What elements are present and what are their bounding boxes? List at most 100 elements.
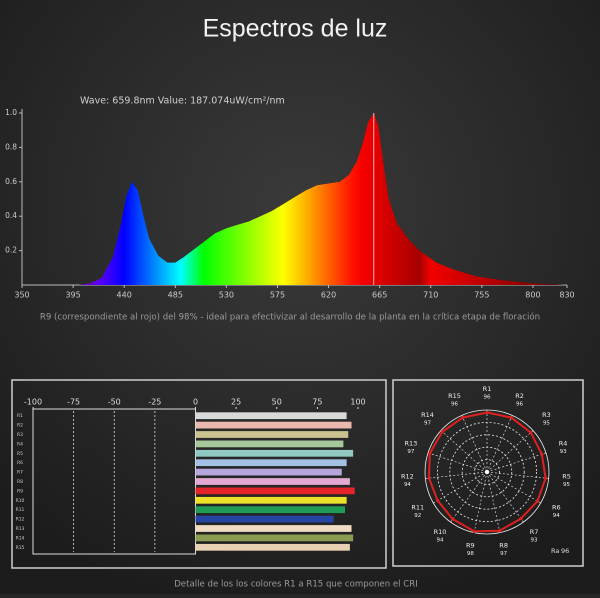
page-title: Espectros de luz	[203, 15, 388, 43]
cri-point	[543, 476, 548, 480]
row-label: R6	[17, 460, 23, 466]
center-dot	[484, 469, 490, 475]
x-tick-label: 395	[65, 291, 80, 300]
axis-value: 94	[404, 482, 411, 488]
axis-name: R14	[421, 411, 434, 419]
row-label: R12	[16, 517, 25, 523]
y-tick-label: 0.8	[5, 142, 17, 151]
axis-name: R15	[448, 392, 461, 400]
row-label: R10	[16, 498, 25, 504]
axis-value: 97	[407, 449, 414, 455]
axis-value: 95	[563, 482, 570, 488]
x-tick-label: -75	[67, 398, 80, 407]
row-label: R11	[16, 507, 25, 513]
axis-name: R1	[483, 385, 492, 393]
x-tick-label: 710	[423, 291, 438, 300]
x-tick-label: 830	[559, 291, 574, 300]
bar	[195, 543, 350, 551]
cri-polar-panel	[392, 379, 584, 567]
x-tick-label: 530	[219, 291, 234, 300]
x-tick-label: 440	[117, 291, 132, 300]
x-tick-label: 620	[321, 291, 336, 300]
ra-name: Ra	[551, 547, 559, 555]
axis-name: R2	[515, 392, 524, 400]
bar	[195, 534, 354, 542]
x-tick-label: 25	[231, 398, 241, 407]
axis-name: R12	[401, 472, 414, 480]
row-label: R9	[17, 488, 23, 494]
cri-point	[519, 517, 523, 521]
ring	[449, 434, 525, 510]
y-tick-label: 1.0	[5, 108, 17, 117]
caption: Detalle de los los colores R1 a R15 que …	[174, 580, 418, 590]
row-label: R4	[17, 441, 23, 447]
x-tick-label: -25	[148, 398, 161, 407]
cri-point	[436, 498, 440, 503]
ring	[474, 459, 500, 485]
bar	[195, 459, 347, 467]
bar	[195, 487, 355, 495]
cri-point	[535, 499, 540, 503]
spectrum-area	[78, 113, 567, 285]
x-tick-label: -100	[24, 398, 42, 407]
x-tick-label: 350	[14, 291, 29, 300]
x-tick-label: 665	[372, 291, 387, 300]
bar	[195, 515, 334, 523]
bar	[195, 431, 349, 438]
row-label: R3	[17, 432, 23, 438]
row-label: R5	[17, 451, 23, 457]
axis-name: R8	[499, 541, 508, 549]
axis-value: 96	[451, 401, 458, 407]
axis-name: R10	[434, 528, 447, 536]
axis-name: R6	[552, 504, 561, 512]
axis-value: 92	[414, 513, 421, 519]
row-label: R15	[16, 545, 25, 551]
bar	[195, 449, 354, 457]
axis-name: R9	[466, 541, 475, 549]
ra-value: 96	[561, 547, 569, 555]
axis-name: R4	[559, 440, 568, 448]
cri-point	[529, 430, 533, 435]
y-tick-label: 0.6	[5, 177, 17, 186]
cri-point	[461, 416, 465, 420]
cri-point	[440, 430, 444, 434]
bar	[195, 506, 345, 514]
x-tick-label: 75	[312, 398, 322, 407]
axis-name: R3	[542, 411, 551, 419]
row-label: R14	[16, 535, 25, 541]
row-label: R1	[17, 413, 23, 419]
cri-point	[427, 476, 431, 480]
cri-point	[451, 517, 455, 521]
bar	[195, 478, 350, 485]
row-label: R7	[17, 470, 23, 476]
axis-value: 93	[531, 537, 538, 543]
cri-point	[472, 529, 476, 534]
x-tick-label: 485	[168, 291, 183, 300]
cri-line	[427, 411, 547, 533]
axis-value: 97	[500, 551, 507, 557]
axis-value: 97	[424, 421, 431, 427]
cri-point	[540, 452, 544, 456]
x-tick-label: 755	[474, 291, 489, 300]
bar	[195, 421, 352, 429]
caption: R9 (correspondiente al rojo) del 98% - i…	[40, 312, 540, 323]
cri-point	[485, 410, 489, 415]
row-label: R8	[17, 479, 23, 485]
x-tick-label: 575	[270, 291, 285, 300]
cri-point	[497, 529, 502, 533]
bar	[195, 525, 352, 532]
y-tick-label: 0.2	[5, 246, 17, 255]
annotation: Wave: 659.8nm Value: 187.074uW/cm²/nm	[80, 96, 285, 107]
bar	[195, 468, 342, 476]
x-tick-label: 800	[525, 291, 540, 300]
x-tick-label: 100	[350, 398, 365, 407]
y-tick-label: 0.4	[5, 211, 17, 220]
cri-point	[509, 416, 513, 420]
axis-name: R5	[562, 472, 571, 480]
bar	[195, 496, 347, 504]
axis-value: 94	[553, 513, 560, 519]
axis-value: 98	[467, 551, 474, 557]
x-tick-label: 50	[272, 398, 282, 407]
